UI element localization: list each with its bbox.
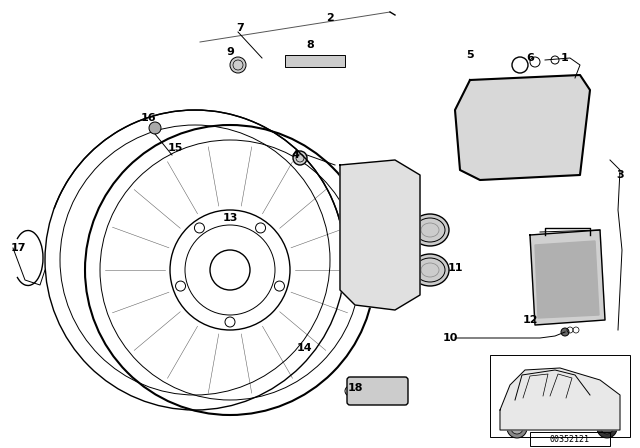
Text: 2: 2 (326, 13, 334, 23)
Circle shape (293, 151, 307, 165)
Text: 8: 8 (306, 40, 314, 50)
Text: 6: 6 (526, 53, 534, 63)
Text: 16: 16 (140, 113, 156, 123)
Text: 5: 5 (466, 50, 474, 60)
Circle shape (561, 328, 569, 336)
Text: 7: 7 (236, 23, 244, 33)
Bar (285, 55, 345, 67)
Polygon shape (455, 75, 590, 180)
Text: 3: 3 (616, 170, 624, 180)
Text: 15: 15 (167, 143, 182, 153)
Text: 18: 18 (348, 383, 363, 393)
Polygon shape (500, 368, 620, 430)
Text: 10: 10 (442, 333, 458, 343)
Text: 00352121: 00352121 (550, 435, 590, 444)
Text: 4: 4 (291, 150, 299, 160)
Polygon shape (340, 160, 420, 310)
Ellipse shape (541, 113, 575, 151)
Bar (530, 432, 610, 446)
Text: 12: 12 (522, 315, 538, 325)
Circle shape (479, 86, 491, 98)
Ellipse shape (411, 214, 449, 246)
Circle shape (559, 82, 571, 94)
Circle shape (601, 422, 613, 434)
Text: 11: 11 (447, 263, 463, 273)
Bar (490, 355, 630, 437)
Text: 1: 1 (561, 53, 569, 63)
Circle shape (230, 57, 246, 73)
Text: 13: 13 (222, 213, 237, 223)
FancyBboxPatch shape (347, 377, 408, 405)
Text: 14: 14 (297, 343, 313, 353)
Circle shape (149, 122, 161, 134)
Circle shape (507, 418, 527, 438)
Ellipse shape (480, 103, 530, 158)
Polygon shape (530, 230, 605, 325)
Circle shape (352, 172, 368, 188)
Ellipse shape (411, 254, 449, 286)
Circle shape (597, 418, 617, 438)
Polygon shape (535, 241, 599, 318)
Text: 17: 17 (10, 243, 26, 253)
Ellipse shape (485, 108, 525, 152)
Circle shape (362, 287, 378, 303)
Circle shape (511, 422, 523, 434)
Text: 9: 9 (226, 47, 234, 57)
